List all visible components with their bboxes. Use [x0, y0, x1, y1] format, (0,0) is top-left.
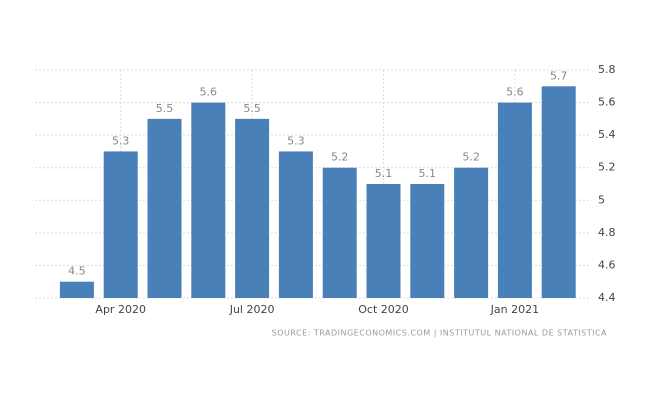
- bar: [497, 102, 532, 298]
- value-label: 5.2: [331, 151, 349, 164]
- value-label: 5.3: [112, 134, 130, 147]
- bar: [103, 151, 138, 298]
- value-label: 5.7: [550, 69, 568, 82]
- bar: [410, 184, 445, 298]
- x-tick-label: Jul 2020: [229, 303, 275, 316]
- bar: [278, 151, 313, 298]
- y-tick-label: 4.8: [598, 226, 616, 239]
- y-tick-label: 5: [598, 193, 605, 206]
- y-tick-label: 4.6: [598, 258, 616, 271]
- x-tick-label: Oct 2020: [358, 303, 409, 316]
- bar: [541, 86, 576, 299]
- x-tick-label: Jan 2021: [490, 303, 539, 316]
- bar: [147, 118, 182, 298]
- source-note: SOURCE: TRADINGECONOMICS.COM | INSTITUTU…: [272, 329, 607, 338]
- value-label: 5.5: [156, 102, 174, 115]
- y-tick-label: 5.6: [598, 96, 616, 109]
- bar: [235, 118, 270, 298]
- value-label: 5.6: [200, 86, 218, 99]
- bar: [366, 184, 401, 298]
- y-tick-label: 4.4: [598, 291, 616, 304]
- y-tick-label: 5.4: [598, 128, 616, 141]
- value-label: 5.1: [375, 167, 393, 180]
- value-label: 5.6: [506, 86, 524, 99]
- bar: [59, 281, 94, 298]
- y-tick-label: 5.8: [598, 63, 616, 76]
- bar: [454, 167, 489, 298]
- value-label: 5.2: [462, 151, 480, 164]
- value-label: 4.5: [68, 265, 86, 278]
- y-tick-label: 5.2: [598, 161, 616, 174]
- value-label: 5.1: [419, 167, 437, 180]
- value-label: 5.5: [243, 102, 261, 115]
- bar: [322, 167, 357, 298]
- x-tick-label: Apr 2020: [95, 303, 146, 316]
- bar: [191, 102, 226, 298]
- value-label: 5.3: [287, 134, 305, 147]
